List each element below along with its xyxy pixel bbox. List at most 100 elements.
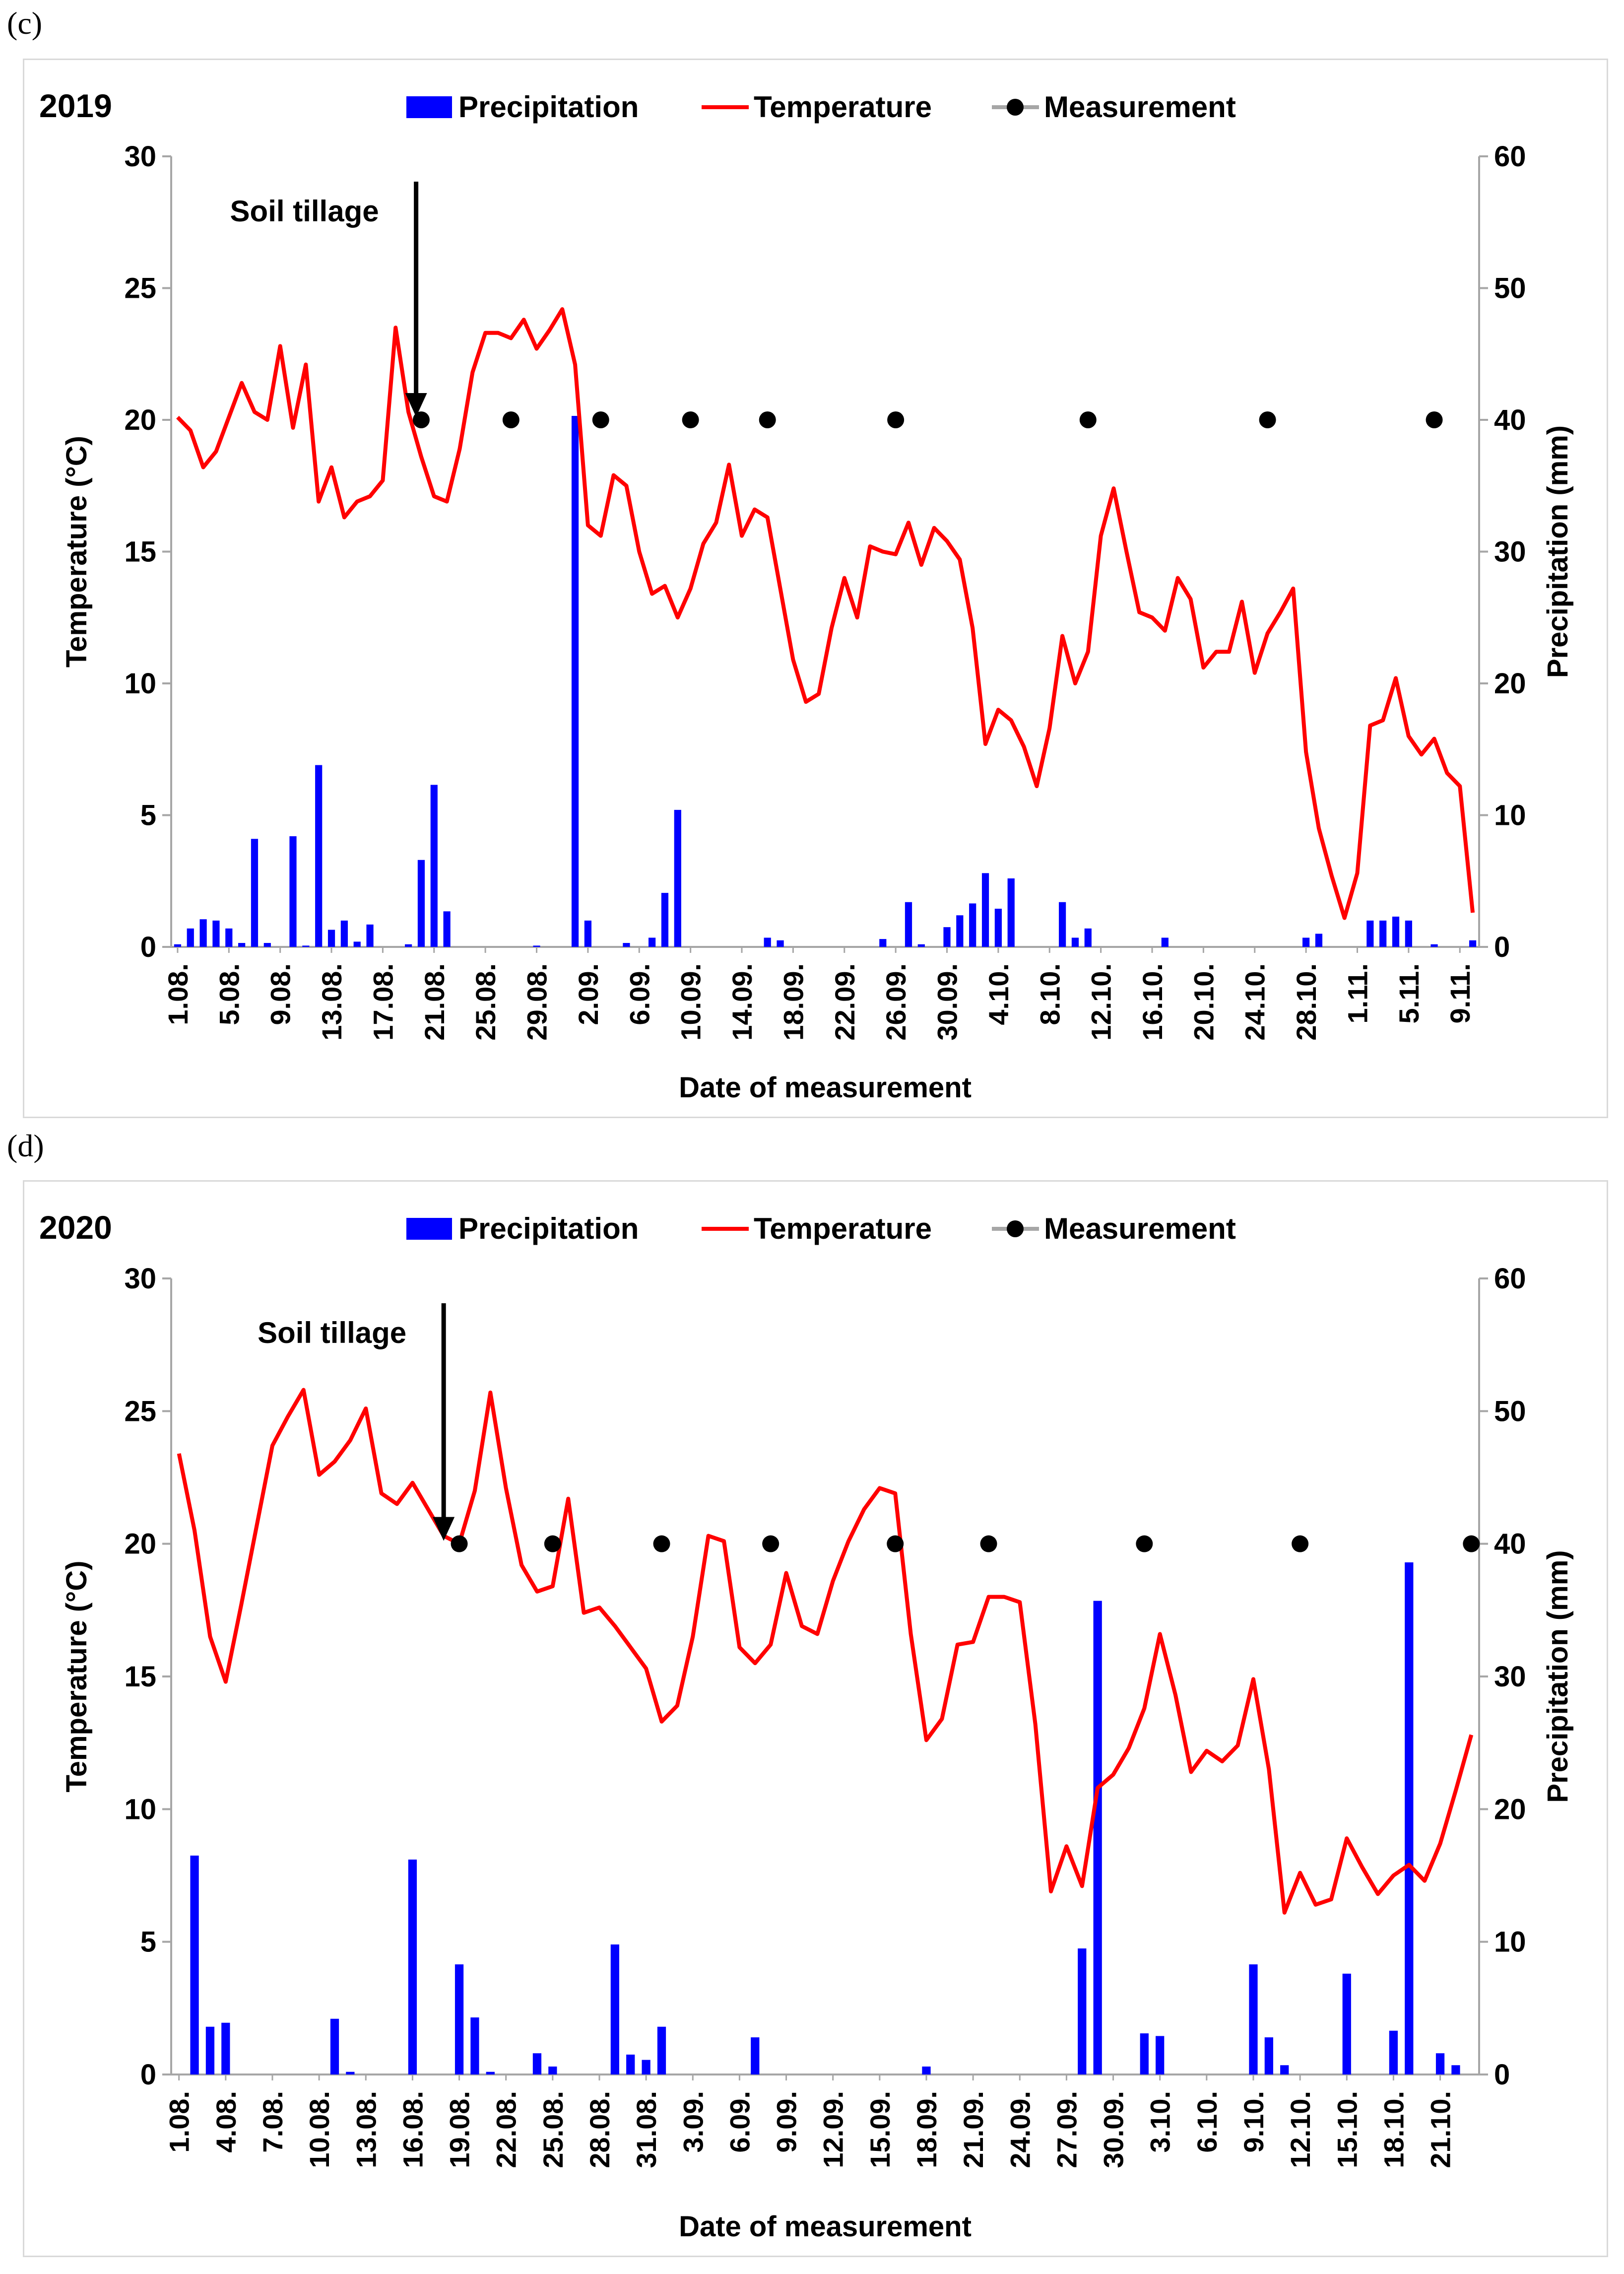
x-tick-label: 12.09. <box>818 2091 849 2168</box>
x-tick-label: 30.09. <box>1098 2091 1129 2168</box>
y-left-tick-label: 30 <box>124 140 156 173</box>
precipitation-bar <box>1405 1562 1414 2074</box>
x-tick-label: 22.08. <box>491 2091 522 2168</box>
precipitation-bar <box>1093 1601 1102 2074</box>
precipitation-bar <box>1140 2033 1149 2074</box>
x-tick-label: 5.11. <box>1393 963 1425 1023</box>
precipitation-bar <box>649 937 656 947</box>
x-tick-label: 10.08. <box>304 2091 335 2168</box>
x-tick-label: 1.08. <box>162 963 194 1025</box>
precipitation-bar <box>315 765 323 947</box>
precipitation-bar <box>969 903 976 947</box>
precipitation-bar <box>1007 878 1015 947</box>
precipitation-bar <box>905 902 912 947</box>
precipitation-bar <box>764 937 771 947</box>
precipitation-bar <box>943 927 951 947</box>
precipitation-bar <box>777 940 784 947</box>
precipitation-bar <box>455 1964 464 2074</box>
x-tick-label: 16.08. <box>397 2091 428 2168</box>
precipitation-bar <box>430 785 438 947</box>
x-tick-label: 28.08. <box>584 2091 615 2168</box>
measurement-marker <box>653 1535 670 1552</box>
x-tick-label: 26.09. <box>880 963 911 1041</box>
y-left-tick-label: 0 <box>140 2059 156 2091</box>
x-tick-label: 29.08. <box>521 963 553 1041</box>
x-tick-label: 18.10. <box>1378 2091 1409 2168</box>
y-left-tick-label: 10 <box>124 1793 156 1825</box>
measurement-marker <box>887 411 905 428</box>
precipitation-bar <box>263 943 271 947</box>
x-tick-label: 22.09. <box>829 963 860 1041</box>
legend-swatch-measurement-marker <box>1007 1220 1024 1237</box>
year-label: 2020 <box>39 1209 112 1246</box>
precipitation-bar <box>408 1859 417 2074</box>
precipitation-bar <box>302 945 310 947</box>
measurement-marker <box>502 411 520 428</box>
measurement-marker <box>682 411 699 428</box>
x-tick-label: 20.10. <box>1188 963 1219 1041</box>
precipitation-bar <box>1469 940 1477 947</box>
x-tick-label: 12.10. <box>1086 963 1117 1041</box>
precipitation-bar <box>917 944 925 947</box>
precipitation-bar <box>366 924 374 947</box>
precipitation-bar <box>610 1944 619 2074</box>
precipitation-bar <box>1058 902 1066 947</box>
precipitation-bar <box>289 836 297 947</box>
x-tick-label: 4.10. <box>983 963 1014 1025</box>
precipitation-bar <box>571 416 579 947</box>
precipitation-bar <box>353 941 361 947</box>
y-right-tick-label: 60 <box>1494 140 1526 173</box>
precipitation-bar <box>956 915 964 947</box>
precipitation-bar <box>1379 920 1387 947</box>
x-tick-label: 13.08. <box>350 2091 382 2168</box>
precipitation-bar <box>1249 1964 1258 2074</box>
precipitation-bar <box>340 920 348 947</box>
temperature-line <box>177 1388 1474 1915</box>
precipitation-bar <box>443 911 451 947</box>
precipitation-bar <box>1366 920 1374 947</box>
x-tick-label: 24.09. <box>1004 2091 1036 2168</box>
x-tick-label: 15.09. <box>864 2091 896 2168</box>
precipitation-bar <box>642 2060 650 2074</box>
y-right-tick-label: 0 <box>1494 931 1510 963</box>
x-tick-label: 25.08. <box>537 2091 569 2168</box>
precipitation-bar <box>212 920 220 947</box>
soil-tillage-arrow-head <box>405 393 427 417</box>
x-tick-label: 3.09. <box>677 2091 709 2153</box>
precipitation-bar <box>225 928 233 947</box>
x-tick-label: 31.08. <box>631 2091 662 2168</box>
precipitation-bar <box>994 909 1002 947</box>
x-tick-label: 17.08. <box>367 963 398 1041</box>
precipitation-bar <box>486 2072 495 2074</box>
measurement-marker <box>1259 411 1276 428</box>
y-left-tick-label: 30 <box>124 1263 156 1295</box>
x-tick-label: 3.10. <box>1145 2091 1176 2153</box>
precipitation-bar <box>187 928 194 947</box>
x-tick-label: 13.08. <box>316 963 347 1041</box>
y-left-tick-label: 15 <box>124 1661 156 1693</box>
precipitation-bar <box>174 944 182 947</box>
measurement-marker <box>1292 1535 1309 1552</box>
precipitation-bar <box>533 945 540 947</box>
precipitation-bar <box>584 920 592 947</box>
x-tick-label: 7.08. <box>257 2091 288 2153</box>
x-tick-label: 21.08. <box>419 963 450 1041</box>
y-left-tick-label: 20 <box>124 404 156 436</box>
x-tick-label: 30.09. <box>932 963 963 1041</box>
precipitation-bar <box>1315 934 1323 947</box>
x-tick-label: 16.10. <box>1137 963 1168 1041</box>
x-tick-label: 1.11. <box>1342 963 1373 1023</box>
precipitation-bar <box>1392 916 1400 947</box>
year-label: 2019 <box>39 87 112 124</box>
measurement-marker <box>592 411 609 428</box>
precipitation-bar <box>221 2022 230 2074</box>
precipitation-bar <box>199 919 207 947</box>
soil-tillage-label: Soil tillage <box>258 1316 406 1349</box>
precipitation-bar <box>205 2026 215 2074</box>
measurement-marker <box>544 1535 561 1552</box>
y-right-axis-title: Precipitation (mm) <box>1542 425 1574 678</box>
x-tick-label: 9.11. <box>1444 963 1476 1023</box>
temperature-line <box>176 307 1475 920</box>
legend-label: Precipitation <box>458 1212 639 1245</box>
precipitation-bar <box>548 2066 557 2074</box>
